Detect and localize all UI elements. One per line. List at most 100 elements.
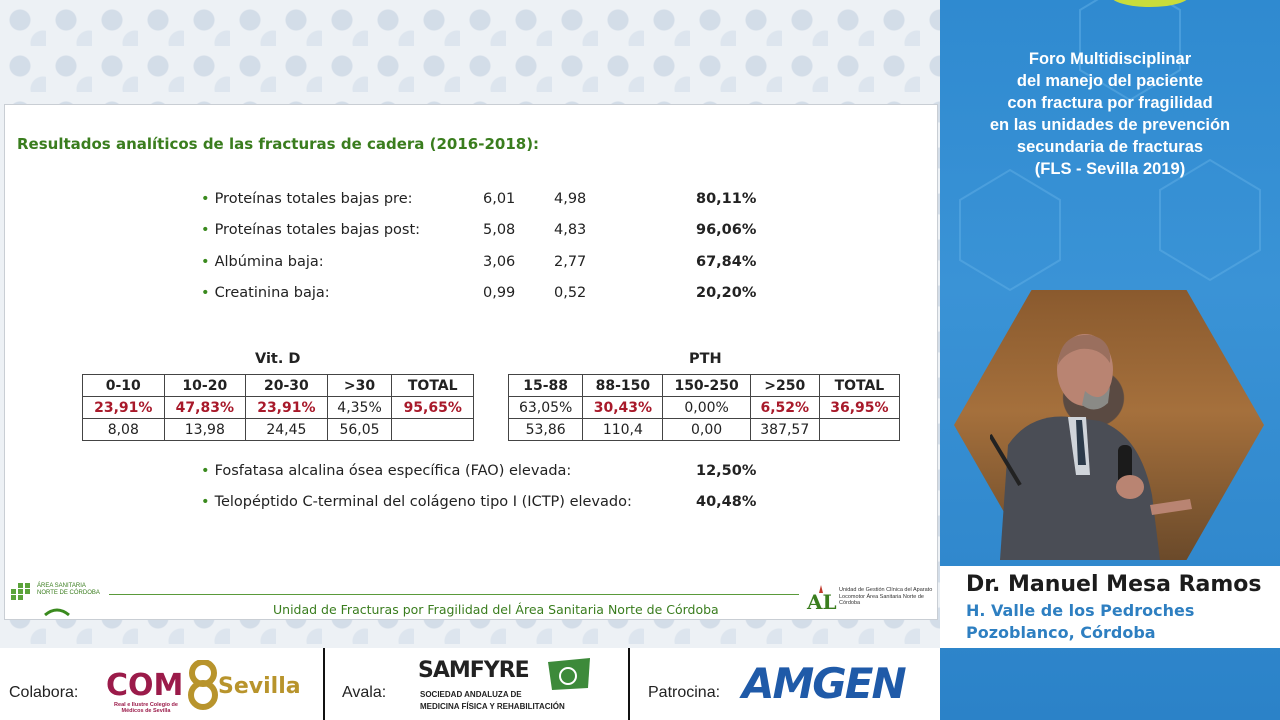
table-cell: 56,05 xyxy=(326,418,393,441)
endorse-label: Avala: xyxy=(342,684,387,701)
svg-text:AL: AL xyxy=(806,590,837,614)
bullet-icon: • xyxy=(201,254,210,270)
table-cell: 110,4 xyxy=(582,418,664,441)
speaker-figure xyxy=(990,334,1192,560)
row-value-2: 0,52 xyxy=(554,285,587,301)
result-row: • Telopéptido C-terminal del colágeno tip… xyxy=(201,494,801,514)
row-percent: 80,11% xyxy=(696,191,757,207)
com-sevilla-8-icon xyxy=(188,660,218,710)
table-cell: 53,86 xyxy=(507,418,584,441)
row-value-1: 6,01 xyxy=(483,191,516,207)
row-label: Albúmina baja: xyxy=(214,254,324,270)
table-cell: 63,05% xyxy=(507,396,584,419)
unidad-gestion-logo: AL Unidad de Gestión Clínica del Aparato… xyxy=(803,579,937,619)
result-row: • Fosfatasa alcalina ósea específica (FAO… xyxy=(201,463,801,483)
table-cell: 13,98 xyxy=(163,418,247,441)
table-header-cell: TOTAL xyxy=(391,374,474,397)
result-row: • Proteínas totales bajas pre: 6,01 4,98 … xyxy=(201,191,801,211)
table-header-cell: TOTAL xyxy=(818,374,901,397)
forum-title-line: secundaria de fracturas xyxy=(1016,138,1204,156)
table-header-cell: 15-88 xyxy=(507,374,584,397)
row-label: Proteínas totales bajas pre: xyxy=(214,191,413,207)
sponsor-divider xyxy=(323,648,325,720)
row-percent: 67,84% xyxy=(696,254,757,270)
bullet-icon: • xyxy=(201,494,210,510)
bullet-icon: • xyxy=(201,191,210,207)
forum-title-line: en las unidades de prevención xyxy=(989,116,1231,134)
bullet-icon: • xyxy=(201,222,210,238)
speaker-hospital: H. Valle de los Pedroches xyxy=(966,601,1195,620)
forum-title-line: (FLS - Sevilla 2019) xyxy=(1034,160,1186,178)
table-cell: 0,00 xyxy=(662,418,751,441)
table-cell xyxy=(391,418,474,441)
row-value-1: 3,06 xyxy=(483,254,516,270)
row-label: Telopéptido C-terminal del colágeno tipo… xyxy=(214,494,632,510)
table-cell: 95,65% xyxy=(391,396,474,419)
amgen-logo: AMGEN xyxy=(742,659,907,708)
forum-title-line: con fractura por fragilidad xyxy=(1007,94,1213,112)
speaker-name: Dr. Manuel Mesa Ramos xyxy=(966,572,1262,597)
com-sevilla-logo-text: COM xyxy=(106,668,184,703)
row-label: Fosfatasa alcalina ósea específica (FAO)… xyxy=(214,463,572,479)
slide-title: Resultados analíticos de las fracturas d… xyxy=(17,135,540,153)
pth-table: 15-88 88-150 150-250 >250 TOTAL 63,05% 3… xyxy=(507,374,901,441)
table-cell: 23,91% xyxy=(82,396,165,419)
bullet-icon: • xyxy=(201,285,210,301)
table-header-cell: 20-30 xyxy=(245,374,328,397)
row-percent: 12,50% xyxy=(696,463,757,479)
area-sanitaria-logo-text: ÁREA SANITARIA NORTE DE CÓRDOBA xyxy=(37,583,100,596)
table-header-cell: 0-10 xyxy=(82,374,165,397)
forum-title: Foro Multidisciplinar del manejo del pac… xyxy=(940,48,1280,180)
table-cell: 47,83% xyxy=(163,396,247,419)
row-value-1: 0,99 xyxy=(483,285,516,301)
table-header-cell: >250 xyxy=(749,374,820,397)
table-header-cell: >30 xyxy=(326,374,393,397)
forum-title-line: Foro Multidisciplinar xyxy=(1028,50,1192,68)
table-cell: 4,35% xyxy=(326,396,393,419)
row-label: Proteínas totales bajas post: xyxy=(214,222,421,238)
aparato-locomotor-icon: AL xyxy=(806,585,837,614)
samfyre-logo-sub2: MEDICINA FÍSICA Y REHABILITACIÓN xyxy=(420,702,565,711)
table-cell: 30,43% xyxy=(582,396,664,419)
result-row: • Albúmina baja: 3,06 2,77 67,84% xyxy=(201,254,801,274)
table-cell: 8,08 xyxy=(82,418,165,441)
sponsor-bar: Colabora: COM Sevilla Real e Ilustre Col… xyxy=(0,648,940,720)
table-header-cell: 150-250 xyxy=(662,374,751,397)
unidad-gestion-text: Unidad de Gestión Clínica del Aparato Lo… xyxy=(839,587,933,606)
com-sevilla-logo: COM Sevilla Real e Ilustre Colegio de Mé… xyxy=(106,658,306,714)
sponsor-label: Patrocina: xyxy=(648,684,721,701)
row-value-1: 5,08 xyxy=(483,222,516,238)
hexagon-pattern xyxy=(959,0,1261,292)
table-cell: 0,00% xyxy=(662,396,751,419)
row-value-2: 2,77 xyxy=(554,254,587,270)
bullet-icon: • xyxy=(201,463,210,479)
row-value-2: 4,83 xyxy=(554,222,587,238)
table-cell: 6,52% xyxy=(749,396,820,419)
vitd-table: 0-10 10-20 20-30 >30 TOTAL 23,91% 47,83%… xyxy=(82,374,474,441)
table-header-cell: 88-150 xyxy=(582,374,664,397)
junta-andalucia-icon xyxy=(44,608,70,617)
samfyre-logo-sub1: SOCIEDAD ANDALUZA DE xyxy=(420,690,522,699)
forum-title-line: del manejo del paciente xyxy=(1016,72,1204,90)
vitd-table-title: Vit. D xyxy=(255,351,301,367)
table-cell: 387,57 xyxy=(749,418,820,441)
sponsor-divider xyxy=(628,648,630,720)
presentation-slide: Resultados analíticos de las fracturas d… xyxy=(4,104,938,620)
row-percent: 20,20% xyxy=(696,285,757,301)
samfyre-logo: SAMFYRE SOCIEDAD ANDALUZA DE MEDICINA FÍ… xyxy=(418,654,598,716)
result-row: • Creatinina baja: 0,99 0,52 20,20% xyxy=(201,285,801,305)
samfyre-logo-text: SAMFYRE xyxy=(418,658,530,683)
com-sevilla-logo-text2: Sevilla xyxy=(218,674,301,699)
speaker-city: Pozoblanco, Córdoba xyxy=(966,623,1156,642)
footer-divider xyxy=(109,594,799,595)
slide-footer: Unidad de Fracturas por Fragilidad del Á… xyxy=(273,602,719,617)
row-label: Creatinina baja: xyxy=(214,285,330,301)
samfyre-wheel-icon xyxy=(548,658,590,690)
area-sanitaria-logo-icon xyxy=(11,583,30,600)
collab-label: Colabora: xyxy=(9,684,79,701)
speaker-info: Dr. Manuel Mesa Ramos H. Valle de los Pe… xyxy=(940,566,1280,648)
row-value-2: 4,98 xyxy=(554,191,587,207)
com-sevilla-logo-sub: Real e Ilustre Colegio de Médicos de Sev… xyxy=(114,702,178,714)
area-sanitaria-logo: ÁREA SANITARIA NORTE DE CÓRDOBA xyxy=(9,579,105,619)
row-percent: 40,48% xyxy=(696,494,757,510)
